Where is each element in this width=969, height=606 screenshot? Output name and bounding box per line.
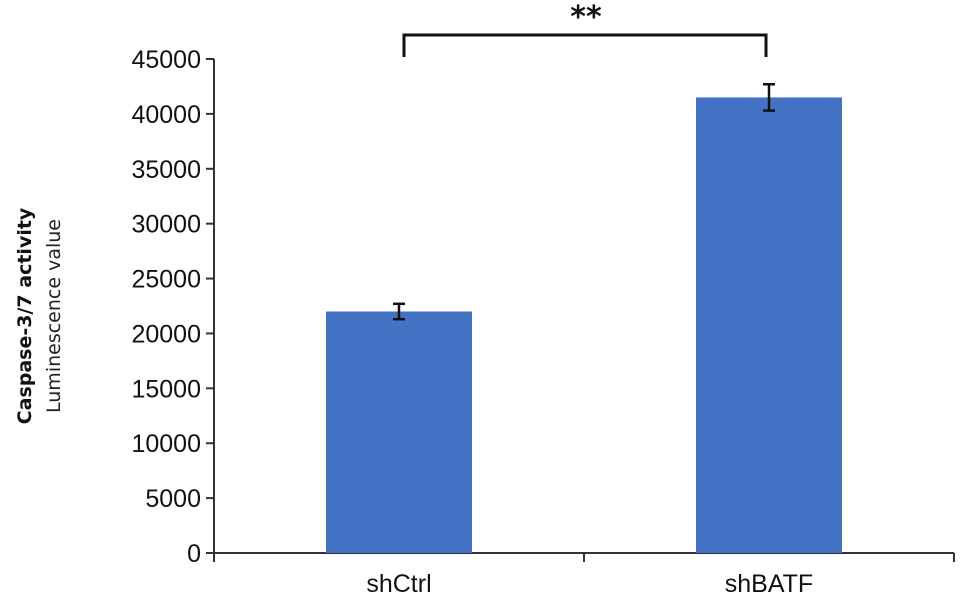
y-tick-label: 45000 <box>131 46 201 74</box>
y-tick-label: 25000 <box>131 266 201 294</box>
significance-bracket <box>402 33 768 57</box>
x-tick-label: shBATF <box>725 570 813 598</box>
plot-area: 0 5000 10000 15000 20000 25000 30000 35000 40000… <box>131 46 955 598</box>
bar <box>696 97 842 553</box>
y-tick-label: 20000 <box>131 320 201 348</box>
y-tick-label: 40000 <box>131 101 201 129</box>
y-tick-label: 30000 <box>131 211 201 239</box>
y-tick-label: 35000 <box>131 156 201 184</box>
y-tick-label: 10000 <box>131 430 201 458</box>
x-tick-label: shCtrl <box>366 570 431 598</box>
y-axis-sublabel: Luminescence value <box>43 219 65 413</box>
y-tick-label: 15000 <box>131 375 201 403</box>
y-tick-label: 5000 <box>145 485 201 513</box>
y-axis-title: Caspase-3/7 activity Luminescence value <box>14 207 65 424</box>
significance-label: ** <box>570 0 602 35</box>
y-tick-label: 0 <box>187 540 201 568</box>
bar <box>326 311 472 553</box>
y-axis-label: Caspase-3/7 activity <box>14 207 36 424</box>
